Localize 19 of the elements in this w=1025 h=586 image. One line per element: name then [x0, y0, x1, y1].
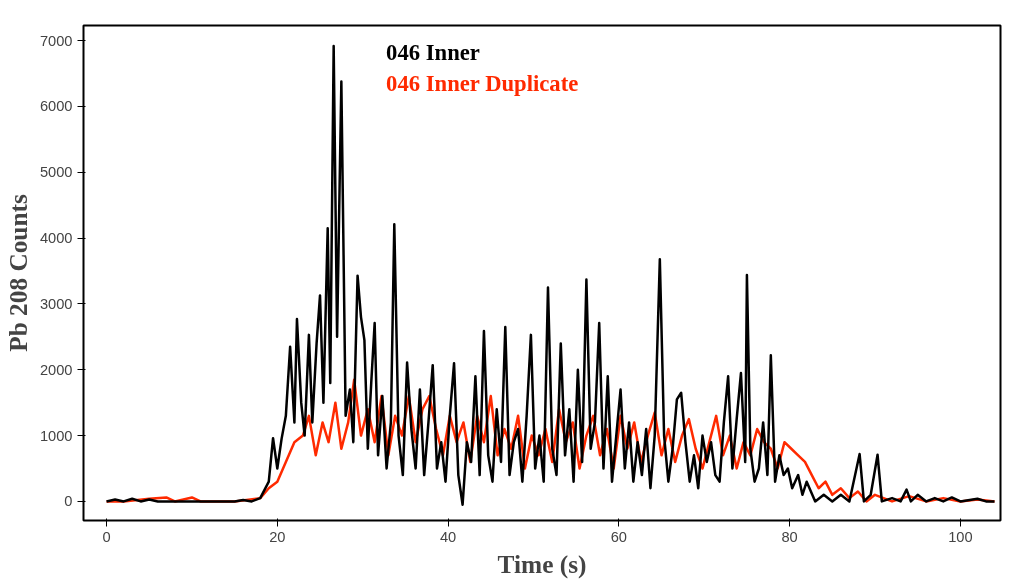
x-tick-label: 100 [948, 528, 973, 545]
x-tick-label: 40 [439, 528, 457, 545]
line-series [105, 44, 996, 506]
y-tick-label: 2000 [39, 361, 73, 378]
y-tick-label: 3000 [39, 295, 73, 312]
y-axis-title: Pb 208 Counts [3, 194, 32, 352]
y-tick-label: 7000 [39, 32, 73, 49]
x-tick-label: 80 [781, 528, 798, 545]
y-tick-label: 4000 [39, 230, 73, 247]
y-tick-label: 0 [64, 493, 73, 510]
text: 046 Inner [386, 40, 480, 66]
y-tick-label: 6000 [39, 98, 73, 115]
x-axis-title: Time (s) [497, 549, 587, 579]
y-tick-label: 1000 [39, 427, 73, 444]
text: 046 Inner Duplicate [386, 71, 579, 97]
y-tick-label: 5000 [39, 164, 73, 181]
x-tick-label: 60 [610, 528, 627, 545]
x-tick-label: 0 [102, 528, 111, 545]
x-tick-label: 20 [269, 528, 286, 545]
